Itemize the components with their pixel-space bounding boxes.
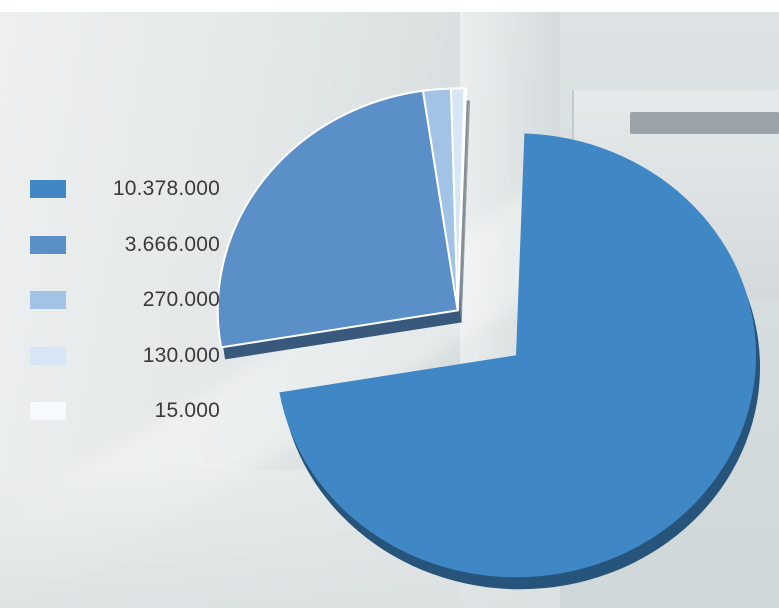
background-top-band <box>0 0 779 12</box>
legend-swatch <box>30 180 66 198</box>
legend-label: 130.000 <box>142 343 220 367</box>
legend-label: 15.000 <box>154 399 220 422</box>
legend-item: 3.666.000 <box>30 232 220 256</box>
legend-swatch <box>30 346 66 365</box>
pie-slice-1 <box>216 89 459 349</box>
legend-item: 130.000 <box>30 343 220 367</box>
legend-item: 15.000 <box>30 399 220 422</box>
legend-label: 10.378.000 <box>112 177 220 200</box>
pie-slice-0 <box>279 133 757 578</box>
legend-item: 10.378.000 <box>30 177 220 200</box>
pie-slice-4 <box>456 87 468 311</box>
legend-swatch <box>30 402 66 420</box>
legend-label: 3.666.000 <box>124 232 220 256</box>
legend-item: 270.000 <box>30 288 220 311</box>
pie-slice-depth-4 <box>461 100 471 323</box>
legend-swatch <box>30 235 66 254</box>
legend-label: 270.000 <box>142 288 220 311</box>
legend-swatch <box>30 291 66 309</box>
background-slot <box>630 112 779 134</box>
